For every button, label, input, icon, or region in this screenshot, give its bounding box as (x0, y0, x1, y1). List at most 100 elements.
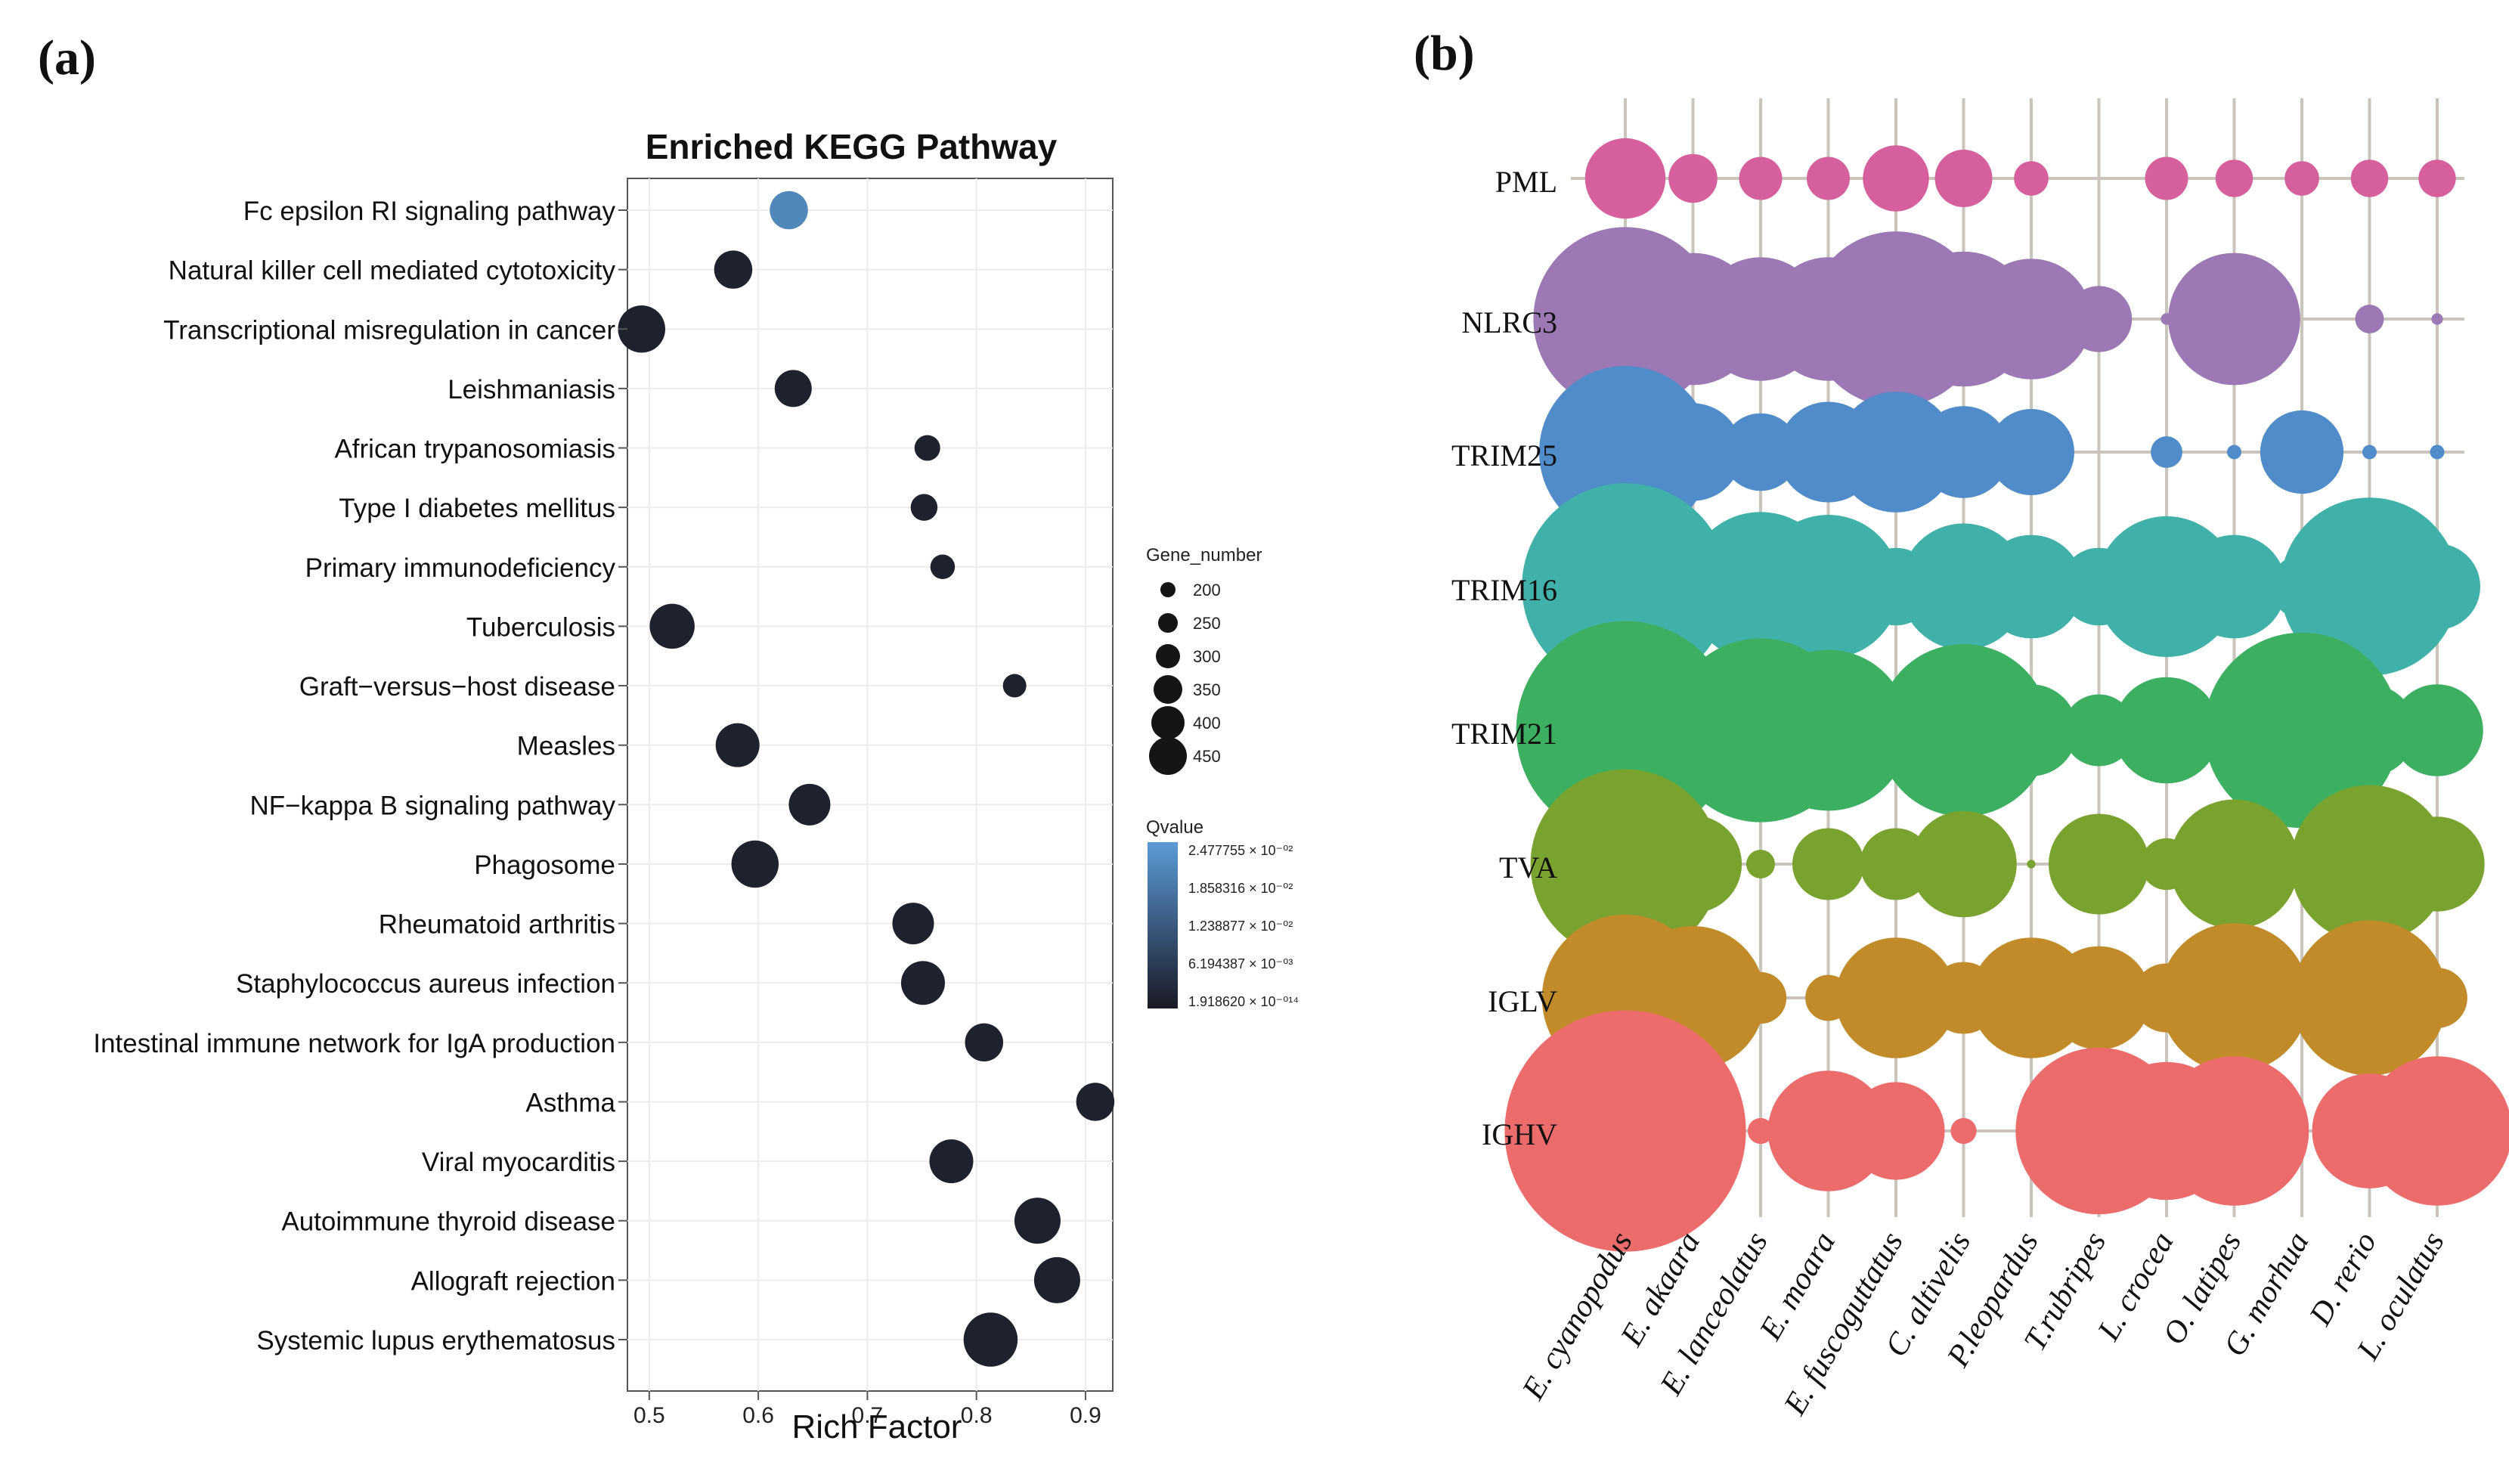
gene-label: NLRC3 (1461, 305, 1557, 339)
gene-bubble (1971, 259, 2092, 380)
gene-bubble (1979, 534, 2083, 639)
pathway-label: Staphylococcus aureus infection (236, 969, 615, 999)
gene-bubble (2299, 1128, 2305, 1134)
gene-bubble (1835, 392, 1956, 513)
color-legend-label: 6.194387 × 10⁻⁰³ (1188, 956, 1293, 971)
pathway-point (649, 603, 695, 649)
gene-bubble-chart: PML NLRC3 TRIM25 TRIM16 TRIM21 TVA IGLV IGHV E.… (1451, 98, 2509, 1421)
gene-bubble (1504, 1010, 1746, 1252)
gene-bubble (1584, 138, 1666, 219)
gene-bubble (1792, 828, 1864, 900)
x-tick-label: 0.7 (852, 1403, 884, 1428)
gene-bubble (2170, 799, 2299, 929)
color-legend: Qvalue 2.477755 × 10⁻⁰² 1.858316 × 10⁻⁰² 1… (1146, 817, 1299, 1009)
pathway-point (929, 1139, 974, 1184)
gene-bubble (1988, 409, 2074, 495)
size-legend-dot (1156, 644, 1180, 668)
pathway-label: Asthma (525, 1088, 615, 1117)
pathway-label: Measles (517, 732, 615, 761)
gene-bubble (1863, 145, 1929, 212)
gene-bubble (2362, 1056, 2509, 1206)
gene-bubble (1748, 649, 1909, 811)
size-legend-dot (1154, 675, 1182, 704)
pathway-label: Intestinal immune network for IgA produc… (93, 1029, 615, 1058)
panel-b-label: (b) (1414, 26, 1475, 81)
gene-bubble (1516, 621, 1735, 840)
gene-bubble (1950, 1117, 1977, 1145)
gene-bubble (2362, 445, 2377, 460)
gene-bubble (1668, 153, 1718, 203)
size-legend-dot (1158, 613, 1178, 633)
pathway-label: Graft−versus−host disease (299, 672, 615, 702)
gene-bubble (2159, 923, 2309, 1073)
species-label: E. cyanopodus (1516, 1226, 1640, 1406)
pathway-point (714, 250, 753, 289)
x-tick-label: 0.5 (633, 1403, 665, 1428)
gene-label: TVA (1499, 850, 1557, 885)
gene-bubble (2215, 160, 2253, 197)
pathway-point (965, 1023, 1004, 1062)
pathway-label: Transcriptional misregulation in cancer (163, 315, 615, 345)
gene-bubble (1643, 815, 1742, 913)
gene-bubble (1917, 406, 2010, 498)
gene-label: TRIM16 (1451, 573, 1557, 607)
size-legend-label: 400 (1193, 714, 1221, 733)
pathway-label: Tuberculosis (466, 612, 615, 642)
size-legend-label: 200 (1193, 581, 1221, 599)
pathway-label: Natural killer cell mediated cytotoxicit… (169, 256, 616, 286)
pathway-point (618, 305, 666, 353)
gene-bubble (1910, 810, 2017, 918)
pathway-label: Autoimmune thyroid disease (281, 1207, 615, 1237)
pathway-label: Rheumatoid arthritis (379, 910, 615, 940)
size-legend-title: Gene_number (1146, 545, 1262, 565)
pathway-point (1002, 674, 1027, 698)
kegg-enrichment-chart: Fc epsilon RI signaling pathway Natural k… (93, 127, 1299, 1445)
gene-bubble (1807, 156, 1850, 200)
size-legend-dot (1160, 582, 1176, 597)
bubbles (1504, 138, 2509, 1252)
gene-bubble (2065, 286, 2133, 352)
gene-bubble (2014, 161, 2049, 196)
gene-bubble (2284, 161, 2319, 196)
gene-bubble (1835, 937, 1956, 1058)
gene-bubble (2350, 160, 2389, 197)
pathway-point (731, 840, 779, 888)
gene-bubble (2355, 305, 2384, 333)
gene-label: TRIM21 (1451, 717, 1557, 751)
gene-bubble (2323, 684, 2416, 776)
color-legend-title: Qvalue (1146, 817, 1203, 838)
size-legend: Gene_number 200 250 300 350 400 450 (1146, 545, 1262, 775)
size-legend-label: 250 (1193, 614, 1221, 633)
pathway-point (914, 435, 940, 461)
gene-bubble (2431, 313, 2443, 325)
pathway-label: Primary immunodeficiency (305, 553, 616, 583)
pathway-label: Phagosome (474, 850, 615, 880)
gene-bubble (1721, 413, 1800, 491)
gene-bubble (1643, 403, 1742, 501)
pathway-point (788, 783, 831, 826)
pathway-point (1076, 1083, 1115, 1121)
gene-bubble (2394, 544, 2480, 630)
y-tick-labels: Fc epsilon RI signaling pathway Natural k… (93, 197, 627, 1355)
gene-bubble (1648, 1086, 1738, 1176)
size-legend-label: 300 (1193, 647, 1221, 666)
pathway-point (910, 494, 938, 521)
size-legend-dot (1149, 737, 1187, 775)
color-legend-label: 1.858316 × 10⁻⁰² (1188, 881, 1293, 896)
color-legend-label: 1.238877 × 10⁻⁰² (1188, 919, 1293, 934)
gene-bubble (2407, 968, 2467, 1028)
gene-bubble (2182, 534, 2286, 639)
gene-bubble (2159, 1056, 2309, 1206)
grid (627, 178, 1113, 1391)
gene-bubble (2113, 677, 2220, 784)
gene-bubble (2151, 436, 2182, 468)
x-tick-label: 0.8 (961, 1403, 993, 1428)
gene-bubble (2390, 816, 2485, 912)
pathway-point (1033, 1256, 1080, 1303)
x-tick-label: 0.9 (1070, 1403, 1101, 1428)
panel-a-label: (a) (38, 30, 96, 85)
gene-bubble (2145, 156, 2188, 200)
gene-bubble (2260, 410, 2344, 494)
